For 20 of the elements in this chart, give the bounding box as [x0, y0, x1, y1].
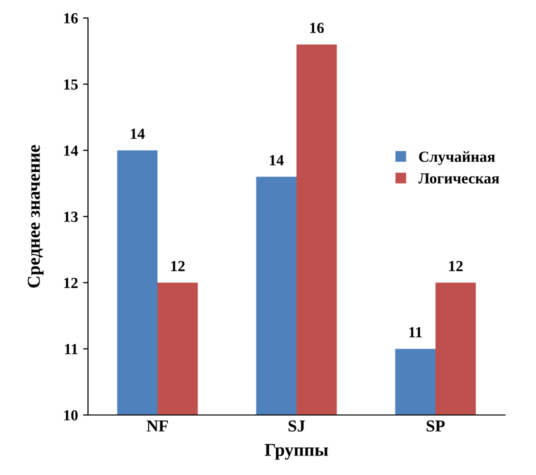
legend-label: Логическая [418, 173, 500, 184]
data-label: 11 [409, 327, 422, 338]
data-label: 12 [449, 260, 463, 272]
y-tick-label: 12 [64, 278, 78, 288]
y-tick-label: 15 [64, 79, 78, 90]
legend-label: Случайная [419, 151, 495, 166]
data-label: 12 [171, 260, 185, 272]
y-tick-label: 14 [64, 146, 78, 156]
data-label: 14 [270, 155, 284, 166]
y-axis-title: Среднее значение [28, 145, 44, 288]
data-label: 16 [310, 22, 324, 34]
x-tick-label: SJ [288, 420, 305, 432]
data-label: 14 [130, 128, 145, 139]
y-tick-label: 11 [65, 344, 78, 354]
y-tick-label: 10 [64, 410, 78, 420]
x-axis-title: Группы [264, 444, 328, 460]
x-tick-label: NF [146, 420, 168, 432]
y-tick-label: 16 [64, 13, 78, 24]
x-tick-label: SP [426, 420, 445, 432]
y-tick-label: 13 [64, 212, 78, 222]
